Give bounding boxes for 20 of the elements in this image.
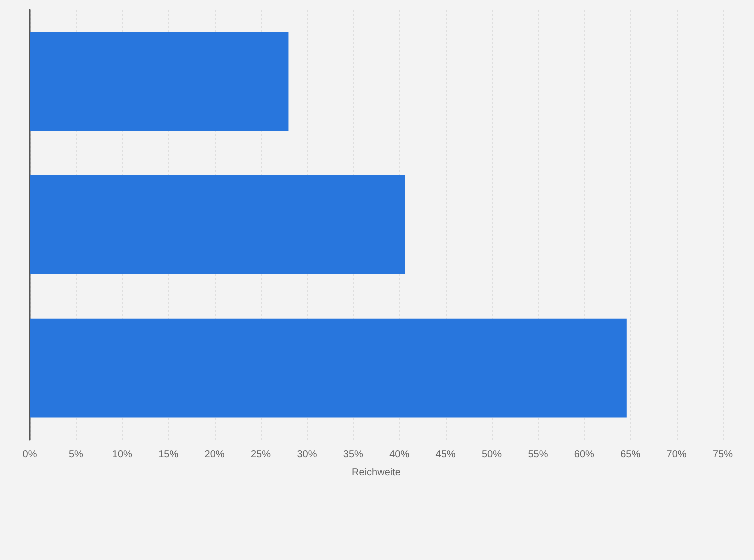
x-tick-label: 10%	[112, 450, 133, 460]
x-tick-label: 60%	[574, 450, 595, 460]
x-tick-label: 45%	[436, 450, 456, 460]
x-axis-title: Reichweite	[352, 468, 402, 478]
x-tick-label: 15%	[158, 450, 179, 460]
x-tick-label: 75%	[712, 450, 734, 460]
x-tick-label: 35%	[343, 450, 364, 460]
x-tick-label: 55%	[528, 450, 548, 460]
x-tick-label: 30%	[297, 450, 318, 460]
x-tick-label: 50%	[482, 450, 502, 460]
x-tick-label: 5%	[68, 450, 84, 460]
x-tick-label: 40%	[390, 450, 410, 460]
x-tick-label: 25%	[250, 450, 272, 460]
x-tick-label: 0%	[22, 450, 38, 460]
bar	[30, 176, 406, 274]
bar	[30, 32, 289, 132]
bar	[30, 318, 627, 418]
x-tick-label: 70%	[666, 450, 687, 460]
x-tick-label: 65%	[620, 450, 641, 460]
x-tick-label: 20%	[204, 450, 225, 460]
